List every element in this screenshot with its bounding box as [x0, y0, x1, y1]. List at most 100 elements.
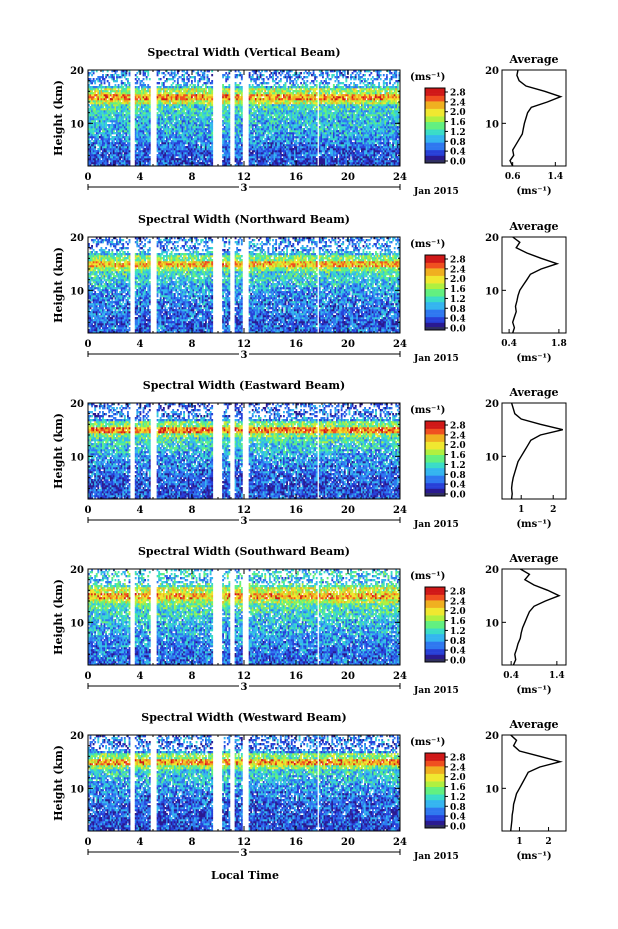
- heatmap-cell: [129, 94, 131, 96]
- heatmap-cell: [174, 80, 176, 82]
- heatmap-cell: [228, 114, 230, 116]
- heatmap-cell: [211, 110, 213, 112]
- heatmap-cell: [228, 142, 230, 144]
- heatmap-cell: [211, 100, 213, 102]
- heatmap-cell: [139, 82, 141, 84]
- heatmap-cell: [199, 92, 201, 94]
- heatmap-cell: [188, 80, 190, 82]
- heatmap-cell: [300, 120, 302, 122]
- heatmap-cell: [275, 74, 277, 76]
- heatmap-cell: [105, 154, 107, 156]
- heatmap-cell: [94, 80, 96, 82]
- heatmap-cell: [224, 104, 226, 106]
- heatmap-cell: [228, 112, 230, 114]
- heatmap-cell: [227, 74, 229, 76]
- heatmap-cell: [194, 92, 196, 94]
- heatmap-cell: [171, 92, 173, 94]
- heatmap-cell: [200, 86, 202, 88]
- heatmap-cell: [141, 80, 143, 82]
- heatmap-cell: [228, 158, 230, 160]
- heatmap-cell: [211, 106, 213, 108]
- heatmap-cell: [94, 92, 96, 94]
- heatmap-cell: [194, 160, 196, 162]
- heatmap-cell: [292, 80, 294, 82]
- heatmap-cell: [111, 116, 113, 118]
- heatmap-cell: [129, 108, 131, 110]
- heatmap-cell: [260, 92, 262, 94]
- heatmap-cell: [258, 78, 260, 80]
- heatmap-cell: [211, 162, 213, 164]
- heatmap-cell: [149, 98, 151, 100]
- heatmap-cell: [297, 84, 299, 86]
- heatmap-cell: [149, 144, 151, 146]
- heatmap-cell: [253, 120, 255, 122]
- heatmap-cell: [191, 80, 193, 82]
- heatmap-cell: [286, 120, 288, 122]
- heatmap-cell: [241, 138, 243, 140]
- heatmap-cell: [228, 88, 230, 90]
- heatmap-cell: [149, 150, 151, 152]
- heatmap-cell: [177, 108, 179, 110]
- heatmap-cell: [228, 162, 230, 164]
- heatmap-cell: [211, 122, 213, 124]
- heatmap-cell: [289, 74, 291, 76]
- heatmap-cell: [239, 72, 241, 74]
- heatmap-cell: [228, 156, 230, 158]
- heatmap-cell: [177, 72, 179, 74]
- heatmap-cell: [275, 72, 277, 74]
- heatmap-cell: [258, 104, 260, 106]
- heatmap-cell: [180, 76, 182, 78]
- heatmap-cell: [188, 74, 190, 76]
- heatmap-cell: [266, 140, 268, 142]
- heatmap-cell: [100, 88, 102, 90]
- heatmap-cell: [125, 72, 127, 74]
- heatmap-cell: [107, 74, 109, 76]
- heatmap-cell: [149, 132, 151, 134]
- heatmap-cell: [305, 110, 307, 112]
- heatmap-cell: [207, 82, 209, 84]
- heatmap-cell: [115, 88, 117, 90]
- heatmap-cell: [211, 104, 213, 106]
- heatmap-cell: [183, 80, 185, 82]
- heatmap-cell: [144, 162, 146, 164]
- heatmap-cell: [129, 138, 131, 140]
- heatmap-cell: [163, 72, 165, 74]
- heatmap-cell: [203, 76, 205, 78]
- heatmap-cell: [166, 80, 168, 82]
- heatmap-cell: [91, 74, 93, 76]
- heatmap-cell: [264, 90, 266, 92]
- heatmap-cell: [305, 82, 307, 84]
- heatmap-cell: [228, 86, 230, 88]
- heatmap-cell: [129, 124, 131, 126]
- heatmap-cell: [118, 84, 120, 86]
- heatmap-cell: [108, 140, 110, 142]
- heatmap-cell: [249, 74, 251, 76]
- heatmap-cell: [241, 74, 243, 76]
- heatmap-cell: [241, 88, 243, 90]
- heatmap-cell: [129, 96, 131, 98]
- heatmap-cell: [211, 128, 213, 130]
- heatmap-cell: [197, 144, 199, 146]
- heatmap-cell: [129, 146, 131, 148]
- heatmap-cell: [274, 84, 276, 86]
- heatmap-cell: [252, 152, 254, 154]
- heatmap-cell: [228, 94, 230, 96]
- heatmap-cell: [211, 112, 213, 114]
- heatmap-cell: [267, 160, 269, 162]
- heatmap-cell: [135, 118, 137, 120]
- heatmap-cell: [241, 106, 243, 108]
- heatmap-cell: [208, 78, 210, 80]
- heatmap-cell: [178, 132, 180, 134]
- heatmap-cell: [135, 150, 137, 152]
- heatmap-cell: [108, 96, 110, 98]
- heatmap-cell: [129, 74, 131, 76]
- heatmap-cell: [91, 82, 93, 84]
- heatmap-cell: [300, 76, 302, 78]
- heatmap-cell: [119, 132, 121, 134]
- heatmap-cell: [178, 106, 180, 108]
- heatmap-cell: [188, 78, 190, 80]
- heatmap-cell: [211, 158, 213, 160]
- heatmap-cell: [149, 94, 151, 96]
- heatmap-cell: [241, 108, 243, 110]
- heatmap-cell: [172, 120, 174, 122]
